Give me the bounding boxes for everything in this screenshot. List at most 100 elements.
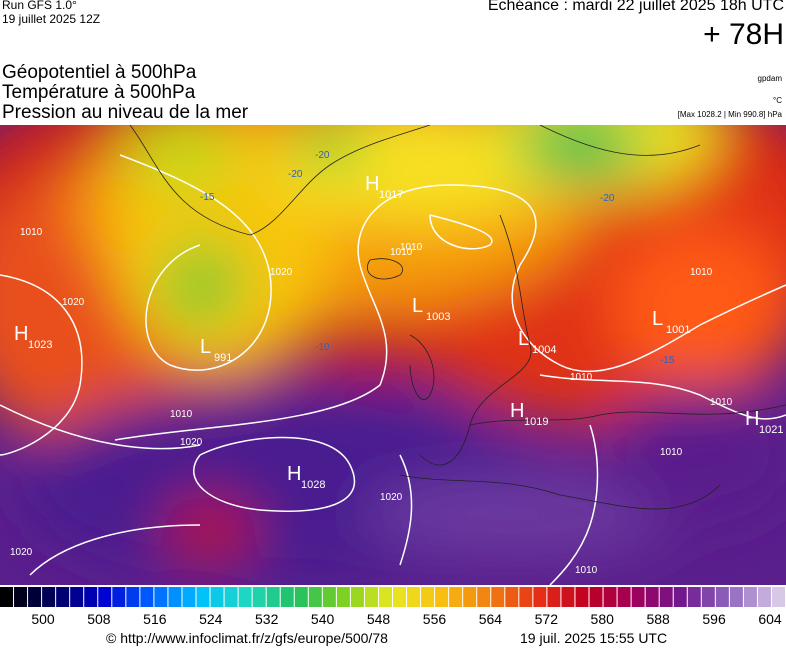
unit-label: °C [773, 96, 782, 105]
color-swatch [364, 587, 378, 607]
colorbar: 500 508 516 524 532 540 548 556 564 572 580 588 596 6… [0, 587, 785, 626]
field-title: Géopotentiel à 500hPa [2, 62, 197, 83]
color-swatch [547, 587, 561, 607]
pressure-value: 1023 [28, 339, 52, 351]
color-swatch [645, 587, 659, 607]
color-swatch [449, 587, 463, 607]
color-swatch [533, 587, 547, 607]
color-swatch [350, 587, 364, 607]
pressure-value: 991 [214, 352, 232, 364]
pressure-value: 1028 [301, 479, 325, 491]
color-swatch [252, 587, 266, 607]
pressure-value: 1017 [379, 189, 403, 201]
color-swatch [14, 587, 28, 607]
color-swatch [378, 587, 392, 607]
pressure-letter: L [412, 295, 423, 317]
colorbar-label: 588 [646, 611, 670, 626]
color-swatch [266, 587, 280, 607]
colorbar-label: 524 [199, 611, 223, 626]
isobar-label: 1010 [170, 409, 193, 420]
color-swatch [56, 587, 70, 607]
isobar-label: 1020 [10, 547, 33, 558]
temperature-label: -20 [288, 169, 303, 180]
color-swatch [0, 587, 14, 607]
color-swatch [84, 587, 98, 607]
pressure-letter: H [745, 408, 759, 430]
run-date: 19 juillet 2025 12Z [2, 12, 101, 26]
color-swatch [743, 587, 757, 607]
colorbar-label: 580 [591, 611, 615, 626]
color-swatch [421, 587, 435, 607]
color-swatch [463, 587, 477, 607]
pressure-value: 1004 [532, 344, 556, 356]
isobar-label: 1010 [390, 247, 413, 258]
colorbar-label: 516 [143, 611, 167, 626]
color-swatch [575, 587, 589, 607]
isobar-label: 1010 [400, 242, 423, 253]
isobar-label: 1020 [180, 437, 203, 448]
isobars [0, 154, 786, 585]
color-swatch [519, 587, 533, 607]
pressure-value: 1019 [524, 416, 548, 428]
color-swatch [154, 587, 168, 607]
colorbar-label: 564 [479, 611, 503, 626]
color-swatch [140, 587, 154, 607]
colorbar-label: 604 [758, 611, 782, 626]
source-url: © http://www.infoclimat.fr/z/gfs/europe/… [106, 630, 388, 646]
field-title: Pression au niveau de la mer [2, 102, 249, 123]
colorbar-label: 532 [255, 611, 279, 626]
color-swatch [224, 587, 238, 607]
color-swatch [28, 587, 42, 607]
temperature-label: -15 [200, 192, 215, 203]
color-swatch [322, 587, 336, 607]
pressure-range: [Max 1028.2 | Min 990.8] hPa [677, 110, 782, 119]
color-swatch [757, 587, 771, 607]
colorbar-label: 508 [87, 611, 111, 626]
pressure-letter: H [510, 400, 524, 422]
color-swatch [42, 587, 56, 607]
colorbar-label: 500 [31, 611, 55, 626]
run-label: Run GFS 1.0° [2, 0, 77, 12]
color-swatch [687, 587, 701, 607]
color-swatch [659, 587, 673, 607]
color-swatch [280, 587, 294, 607]
colorbar-label: 556 [423, 611, 447, 626]
color-swatch [589, 587, 603, 607]
isobar-label: 1010 [570, 372, 593, 383]
color-swatch [603, 587, 617, 607]
color-swatch [435, 587, 449, 607]
color-swatch [715, 587, 729, 607]
color-swatch [70, 587, 84, 607]
colorbar-label: 572 [535, 611, 559, 626]
isobar-label: 1020 [380, 492, 403, 503]
color-swatch [729, 587, 743, 607]
isobar-label: 1010 [660, 447, 683, 458]
pressure-letter: L [652, 308, 663, 330]
isobar-label: 1010 [20, 227, 43, 238]
temperature-label: -15 [660, 355, 675, 366]
isobar-label: 1020 [62, 297, 85, 308]
color-swatch [126, 587, 140, 607]
pressure-letter: H [365, 173, 379, 195]
color-swatch [491, 587, 505, 607]
color-swatch [771, 587, 785, 607]
color-swatch [336, 587, 350, 607]
temperature-label: -20 [315, 150, 330, 161]
isobar-label: 1010 [690, 267, 713, 278]
color-swatch [294, 587, 308, 607]
color-swatch [617, 587, 631, 607]
color-swatch [112, 587, 126, 607]
isobar-label: 1020 [270, 267, 293, 278]
pressure-value: 1001 [666, 324, 690, 336]
colorbar-label: 596 [702, 611, 726, 626]
pressure-letter: H [14, 323, 28, 345]
valid-time: Echéance : mardi 22 juillet 2025 18h UTC [487, 0, 784, 14]
color-swatch [505, 587, 519, 607]
lead-time: + 78H [703, 18, 784, 51]
color-swatch [168, 587, 182, 607]
pressure-letter: H [287, 463, 301, 485]
temperature-label: -10 [315, 342, 330, 353]
pressure-letter: L [200, 336, 211, 358]
